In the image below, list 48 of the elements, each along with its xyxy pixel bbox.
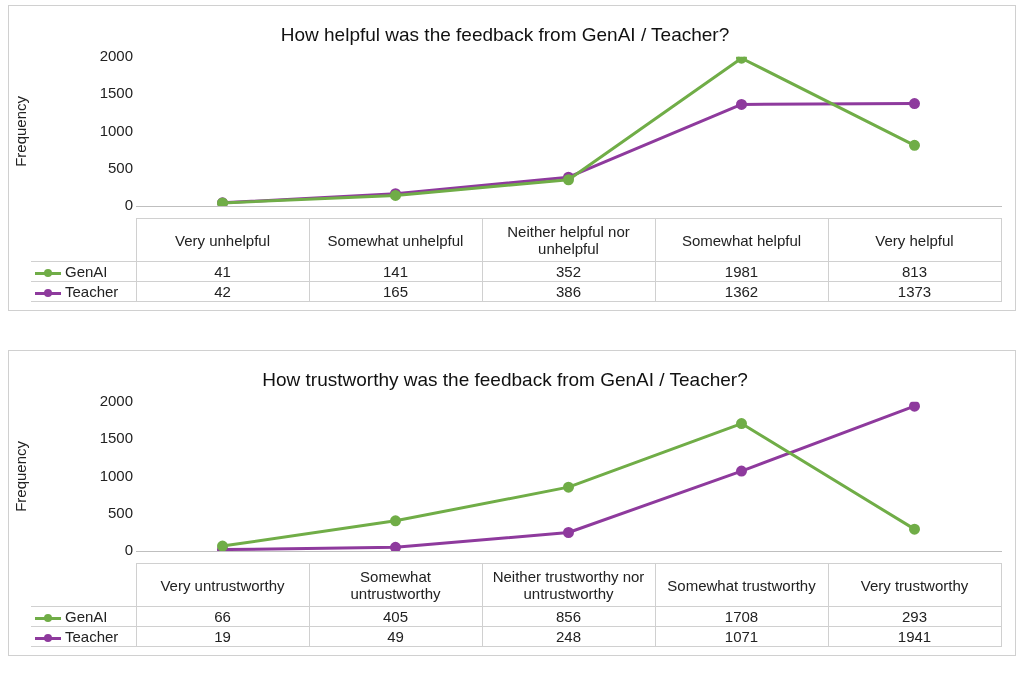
data-label: 42 bbox=[136, 281, 309, 302]
x-tick-label: Neither trustworthy nor untrustworthy bbox=[482, 563, 655, 607]
x-tick-label: Very trustworthy bbox=[828, 563, 1001, 607]
x-tick-label: Very helpful bbox=[828, 218, 1001, 262]
y-tick-label: 500 bbox=[107, 158, 133, 176]
data-label: 19 bbox=[136, 626, 309, 647]
x-tick-label: Somewhat unhelpful bbox=[309, 218, 482, 262]
legend-label: Teacher bbox=[31, 281, 136, 302]
x-tick-label: Somewhat untrustworthy bbox=[309, 563, 482, 607]
legend-label: GenAI bbox=[31, 606, 136, 627]
y-tick-label: 1000 bbox=[99, 121, 133, 139]
data-label: 1362 bbox=[655, 281, 828, 302]
data-label: 1941 bbox=[828, 626, 1001, 647]
data-label: 1708 bbox=[655, 606, 828, 627]
data-label: 66 bbox=[136, 606, 309, 627]
data-label: 293 bbox=[828, 606, 1001, 627]
y-tick-label: 1500 bbox=[99, 84, 133, 102]
data-label: 165 bbox=[309, 281, 482, 302]
data-label: 386 bbox=[482, 281, 655, 302]
data-label: 49 bbox=[309, 626, 482, 647]
x-tick-label: Very unhelpful bbox=[136, 218, 309, 262]
data-label: 1373 bbox=[828, 281, 1001, 302]
y-axis-title: Frequency bbox=[12, 95, 30, 167]
x-tick-label: Somewhat trustworthy bbox=[655, 563, 828, 607]
legend-label: Teacher bbox=[31, 626, 136, 647]
y-tick-label: 2000 bbox=[99, 46, 133, 64]
y-tick-label: 0 bbox=[124, 541, 133, 559]
data-label: 813 bbox=[828, 261, 1001, 282]
data-label: 856 bbox=[482, 606, 655, 627]
data-label: 1071 bbox=[655, 626, 828, 647]
data-label: 248 bbox=[482, 626, 655, 647]
y-tick-label: 1000 bbox=[99, 466, 133, 484]
data-label: 41 bbox=[136, 261, 309, 282]
data-label: 141 bbox=[309, 261, 482, 282]
x-tick-label: Neither helpful nor unhelpful bbox=[482, 218, 655, 262]
chart-title: How trustworthy was the feedback from GenAI / Teacher? bbox=[262, 368, 748, 390]
x-tick-label: Very untrustworthy bbox=[136, 563, 309, 607]
data-label: 405 bbox=[309, 606, 482, 627]
chart-title: How helpful was the feedback from GenAI / Teacher? bbox=[280, 23, 730, 45]
y-axis-title: Frequency bbox=[12, 440, 30, 512]
x-tick-label: Somewhat helpful bbox=[655, 218, 828, 262]
data-label: 1981 bbox=[655, 261, 828, 282]
y-tick-label: 0 bbox=[124, 196, 133, 214]
legend-label: GenAI bbox=[31, 261, 136, 282]
y-tick-label: 500 bbox=[107, 503, 133, 521]
y-tick-label: 1500 bbox=[99, 429, 133, 447]
y-tick-label: 2000 bbox=[99, 391, 133, 409]
data-label: 352 bbox=[482, 261, 655, 282]
